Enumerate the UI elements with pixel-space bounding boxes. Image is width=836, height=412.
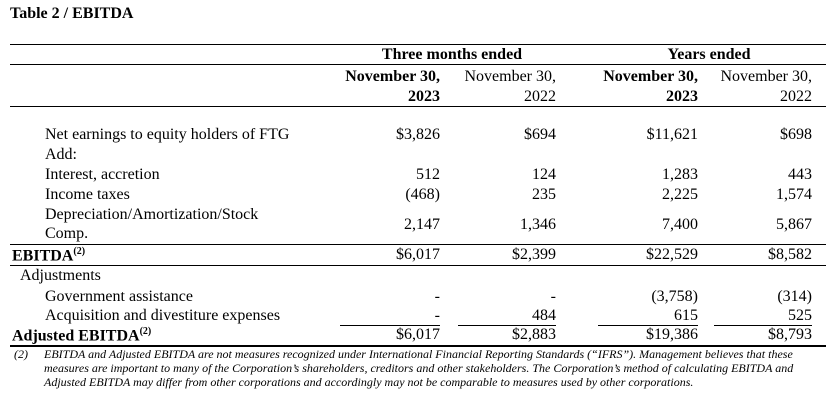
row-label: EBITDA(2) xyxy=(12,246,85,265)
subtotal-rule xyxy=(458,325,556,326)
cell-value: 2,225 xyxy=(662,186,698,203)
footnote-text: EBITDA and Adjusted EBITDA are not measu… xyxy=(44,347,794,389)
footnote-marker: (2) xyxy=(73,246,86,257)
column-header-y-2022: November 30, 2022 xyxy=(692,67,812,107)
row-label: Income taxes xyxy=(45,186,130,203)
cell-value: 124 xyxy=(532,166,556,183)
cell-value: 1,574 xyxy=(776,186,812,203)
row-label: Adjustments xyxy=(20,267,101,284)
subtotal-rule xyxy=(598,325,698,326)
cell-value: - xyxy=(434,307,440,324)
table-title: Table 2 / EBITDA xyxy=(10,5,134,22)
cell-value: 484 xyxy=(532,307,556,324)
ebitda-bottom-rule xyxy=(10,265,826,266)
table-row-interest: Interest, accretion 512 124 1,283 443 xyxy=(0,166,836,186)
top-rule xyxy=(10,44,826,45)
cell-value: - xyxy=(434,288,440,305)
table-row-net-earnings: Net earnings to equity holders of FTG $3… xyxy=(0,126,836,146)
cell-value: $11,621 xyxy=(646,126,698,143)
column-header-3m-2022: November 30, 2022 xyxy=(436,67,556,107)
bottom-rule xyxy=(10,345,826,347)
table-row-ebitda: EBITDA(2) $6,017 $2,399 $22,529 $8,582 xyxy=(0,246,836,266)
cell-value: $8,582 xyxy=(768,246,812,263)
footnote-number: (2) xyxy=(14,347,28,361)
cell-value: 2,147 xyxy=(404,216,440,233)
column-header-y-2023: November 30, 2023 xyxy=(578,67,698,107)
adjusted-ebitda-label-text: Adjusted EBITDA xyxy=(12,327,140,345)
cell-value: $694 xyxy=(524,126,556,143)
column-header-line2: 2022 xyxy=(524,88,556,105)
subtotal-rule xyxy=(714,325,812,326)
table-row-adjustments: Adjustments xyxy=(0,267,836,287)
column-header-line1: November 30, xyxy=(720,68,812,85)
footnote-marker: (2) xyxy=(139,326,152,337)
cell-value: $698 xyxy=(780,126,812,143)
column-header-3m-2023: November 30, 2023 xyxy=(320,67,440,107)
row-label-line2: Comp. xyxy=(45,225,89,242)
cell-value: 5,867 xyxy=(776,216,812,233)
cell-value: $6,017 xyxy=(396,326,440,343)
row-label-line1: Depreciation/Amortization/Stock xyxy=(45,206,259,223)
column-header-line2: 2022 xyxy=(780,88,812,105)
cell-value: 525 xyxy=(788,307,812,324)
column-header-line2: 2023 xyxy=(408,88,440,105)
cell-value: $3,826 xyxy=(396,126,440,143)
ebitda-top-rule xyxy=(10,244,826,245)
cell-value: 1,283 xyxy=(662,166,698,183)
group-header-years: Years ended xyxy=(667,46,751,63)
cell-value: $6,017 xyxy=(396,246,440,263)
cell-value: 512 xyxy=(416,166,440,183)
ebitda-label-text: EBITDA xyxy=(12,247,74,265)
column-header-line1: November 30, xyxy=(464,68,556,85)
cell-value: $19,386 xyxy=(646,326,698,343)
table-row-income-taxes: Income taxes (468) 235 2,225 1,574 xyxy=(0,186,836,206)
row-label: Acquisition and divestiture expenses xyxy=(45,307,281,324)
row-label: Interest, accretion xyxy=(45,166,160,183)
group-rule xyxy=(10,64,826,65)
row-label: Add: xyxy=(45,146,77,163)
cell-value: $8,793 xyxy=(768,326,812,343)
cell-value: 235 xyxy=(532,186,556,203)
table-row-depreciation: 2,147 1,346 7,400 5,867 xyxy=(0,216,836,236)
cell-value: $2,883 xyxy=(512,326,556,343)
cell-value: 615 xyxy=(674,307,698,324)
cell-value: (468) xyxy=(405,186,440,203)
table-row-acquisition: Acquisition and divestiture expenses - 4… xyxy=(0,307,836,327)
cell-value: 1,346 xyxy=(520,216,556,233)
cell-value: (314) xyxy=(777,288,812,305)
row-label: Government assistance xyxy=(45,288,193,305)
cell-value: (3,758) xyxy=(651,288,698,305)
table-row-government-assistance: Government assistance - - (3,758) (314) xyxy=(0,288,836,308)
cell-value: $2,399 xyxy=(512,246,556,263)
cell-value: 443 xyxy=(788,166,812,183)
cell-value: - xyxy=(550,288,556,305)
cell-value: 7,400 xyxy=(662,216,698,233)
subtotal-rule xyxy=(340,325,440,326)
table-row-add: Add: xyxy=(0,146,836,166)
table-row-adjusted-ebitda: Adjusted EBITDA(2) $6,017 $2,883 $19,386… xyxy=(0,326,836,346)
column-header-line1: November 30, xyxy=(345,68,440,85)
header-rule xyxy=(10,106,826,107)
row-label: Adjusted EBITDA(2) xyxy=(12,326,151,345)
column-header-line1: November 30, xyxy=(603,68,698,85)
group-header-three-months: Three months ended xyxy=(381,46,523,63)
cell-value: $22,529 xyxy=(646,246,698,263)
row-label: Net earnings to equity holders of FTG xyxy=(45,126,290,143)
column-header-line2: 2023 xyxy=(666,88,698,105)
